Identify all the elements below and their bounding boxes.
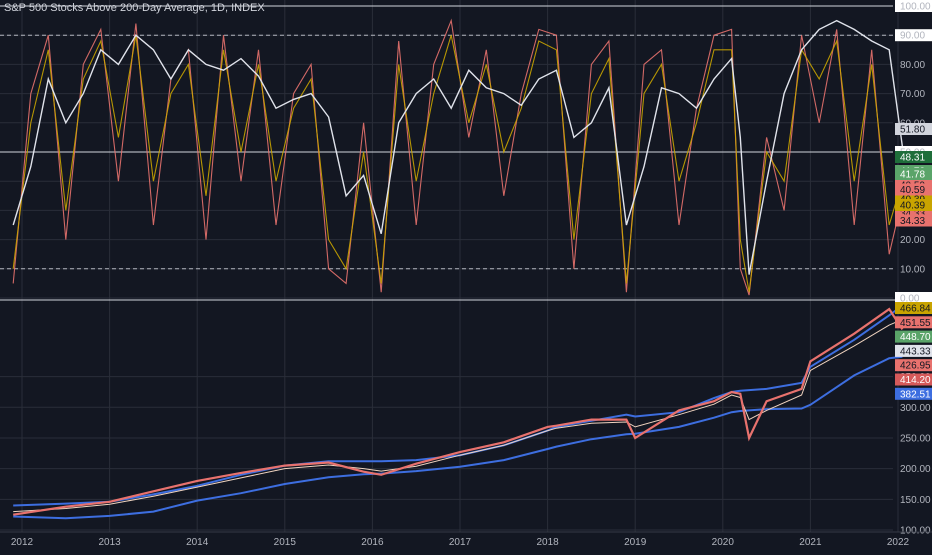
y-tick-label: 150.00 [900,495,931,506]
x-tick-label: 2020 [712,537,735,548]
y-tick-highlight [895,292,932,304]
price-badge-label: 41.78 [900,170,925,181]
price-badge [895,387,932,400]
breadth-pane[interactable] [0,5,904,296]
price-badge-label: 414.20 [900,375,931,386]
x-tick-label: 2015 [274,537,297,548]
price-series-line-4 [13,318,903,513]
price-badge [895,344,932,357]
x-tick-label: 2017 [449,537,472,548]
price-badge-label: 451.55 [900,318,931,329]
price-badge [895,302,932,314]
x-tick-label: 2022 [887,537,910,548]
price-badge-label: 443.33 [900,346,931,357]
price-pane[interactable] [13,304,904,520]
x-tick-label: 2014 [186,537,209,548]
price-badge [895,330,932,343]
price-badge [895,123,932,135]
price-badge-label: 426.95 [900,361,931,372]
x-tick-label: 2021 [799,537,822,548]
x-axis[interactable]: 2012 2013 2014 2015 2016 2017 2018 2019 2020 2021… [0,531,932,548]
y-tick-highlight [895,29,932,42]
price-badge [895,316,932,329]
price-series-line-3 [13,355,903,520]
y-tick-label: 70.00 [900,89,925,100]
y-tick-label: 300.00 [900,403,931,414]
breadth-series-line-1 [12,19,904,275]
y-tick-highlight [895,0,932,12]
y-tick-label: 200.00 [900,464,931,475]
x-tick-label: 2013 [98,537,121,548]
price-badge [895,214,932,227]
y-tick-label: 100.00 [900,2,931,13]
price-badge [895,199,932,211]
x-tick-label: 2018 [536,537,559,548]
y-tick-label: 20.00 [900,235,925,246]
price-series-line-2 [13,304,903,507]
price-badge-label: 48.31 [900,153,925,164]
chart-title: S&P 500 Stocks Above 200-Day Average, 1D… [4,2,265,14]
price-badge [895,183,932,196]
price-label-badges: 51.8048.3141.7840.5940.3934.3341.7840.59… [895,123,932,400]
price-badge-label: 382.51 [900,389,931,400]
x-tick-label: 2012 [11,537,34,548]
y-tick-label: 0.00 [900,294,920,305]
y-tick-label: 100.00 [900,526,931,537]
price-badge [895,168,932,180]
y-tick-label: 250.00 [900,433,931,444]
y-tick-label: 80.00 [900,60,925,71]
price-badge-label: 51.80 [900,125,925,136]
price-badge-label: 466.84 [900,304,931,315]
price-badge [895,151,932,163]
price-badge [895,359,932,372]
price-badge-label: 40.59 [900,185,925,196]
y-tick-label: 10.00 [900,264,925,275]
price-badge-label: 34.33 [900,209,925,220]
x-tick-label: 2019 [624,537,647,548]
x-tick-label: 2016 [361,537,384,548]
price-badge-label: 448.70 [900,332,931,343]
price-badge-label: 34.33 [900,216,925,227]
price-badge-label: 40.39 [900,201,925,212]
price-badge [895,373,932,386]
price-series-line-1 [13,307,904,516]
y-tick-label: 90.00 [900,31,925,42]
